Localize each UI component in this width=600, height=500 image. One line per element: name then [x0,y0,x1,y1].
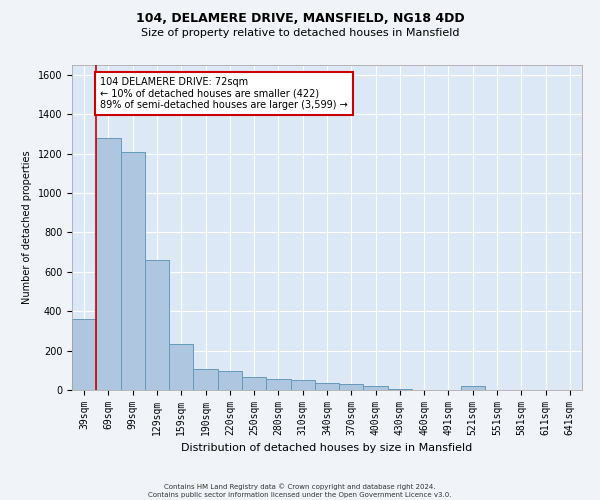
Bar [339,384,364,390]
X-axis label: Distribution of detached houses by size in Mansfield: Distribution of detached houses by size … [181,444,473,454]
Text: Size of property relative to detached houses in Mansfield: Size of property relative to detached ho… [141,28,459,38]
Text: 104 DELAMERE DRIVE: 72sqm
← 10% of detached houses are smaller (422)
89% of semi: 104 DELAMERE DRIVE: 72sqm ← 10% of detac… [100,77,347,110]
Bar [218,371,242,390]
Bar [266,378,290,390]
Bar [72,319,96,390]
Bar [193,368,218,390]
Bar [388,389,412,390]
Bar [121,152,145,390]
Bar [169,344,193,390]
Bar [242,377,266,390]
Bar [145,260,169,390]
Text: 104, DELAMERE DRIVE, MANSFIELD, NG18 4DD: 104, DELAMERE DRIVE, MANSFIELD, NG18 4DD [136,12,464,26]
Bar [461,386,485,390]
Text: Contains HM Land Registry data © Crown copyright and database right 2024.
Contai: Contains HM Land Registry data © Crown c… [148,483,452,498]
Y-axis label: Number of detached properties: Number of detached properties [22,150,32,304]
Bar [96,138,121,390]
Bar [315,383,339,390]
Bar [364,386,388,390]
Bar [290,380,315,390]
